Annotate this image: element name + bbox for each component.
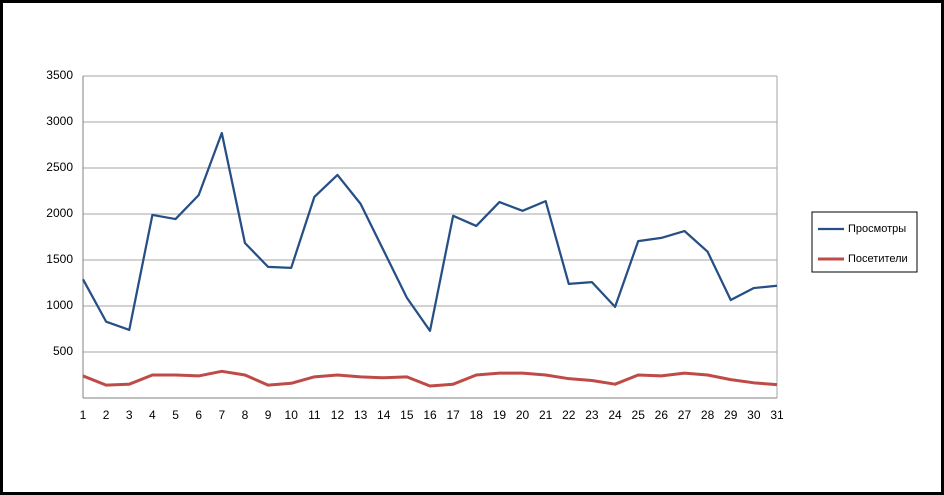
- legend-label: Просмотры: [848, 223, 906, 235]
- x-tick-label: 24: [608, 408, 622, 422]
- x-tick-label: 29: [724, 408, 738, 422]
- y-tick-label: 3000: [46, 114, 73, 128]
- legend-label: Посетители: [848, 253, 908, 265]
- x-tick-label: 28: [701, 408, 715, 422]
- x-tick-label: 2: [103, 408, 110, 422]
- data-line: [82, 369, 778, 388]
- x-tick-label: 16: [423, 408, 437, 422]
- x-tick-label: 9: [265, 408, 272, 422]
- y-tick-label: 2500: [46, 160, 73, 174]
- x-tick-label: 12: [331, 408, 345, 422]
- x-tick-label: 26: [655, 408, 669, 422]
- x-tick-label: 11: [308, 408, 321, 422]
- x-tick-label: 14: [377, 408, 391, 422]
- legend-box: [811, 211, 918, 273]
- x-tick-label: 15: [400, 408, 414, 422]
- y-tick-label: 1500: [46, 252, 73, 266]
- x-tick-label: 5: [172, 408, 179, 422]
- x-tick-label: 6: [195, 408, 202, 422]
- x-tick-label: 23: [585, 408, 599, 422]
- x-tick-label: 17: [446, 408, 460, 422]
- x-tick-label: 20: [516, 408, 530, 422]
- x-tick-label: 21: [539, 408, 553, 422]
- x-tick-label: 3: [126, 408, 133, 422]
- x-tick-label: 13: [354, 408, 368, 422]
- x-tick-label: 27: [678, 408, 692, 422]
- x-tick-label: 4: [149, 408, 156, 422]
- x-tick-label: 25: [632, 408, 646, 422]
- x-tick-label: 7: [218, 408, 225, 422]
- x-tick-label: 8: [242, 408, 249, 422]
- y-tick-label: 2000: [46, 206, 73, 220]
- x-tick-label: 22: [562, 408, 576, 422]
- x-tick-label: 1: [80, 408, 87, 422]
- x-tick-label: 18: [470, 408, 484, 422]
- y-tick-label: 500: [53, 344, 73, 358]
- data-line: [82, 131, 778, 332]
- x-tick-label: 30: [747, 408, 761, 422]
- y-tick-label: 1000: [46, 298, 73, 312]
- x-tick-label: 19: [493, 408, 507, 422]
- y-tick-label: 3500: [46, 68, 73, 82]
- x-tick-label: 10: [285, 408, 299, 422]
- x-tick-label: 31: [770, 408, 784, 422]
